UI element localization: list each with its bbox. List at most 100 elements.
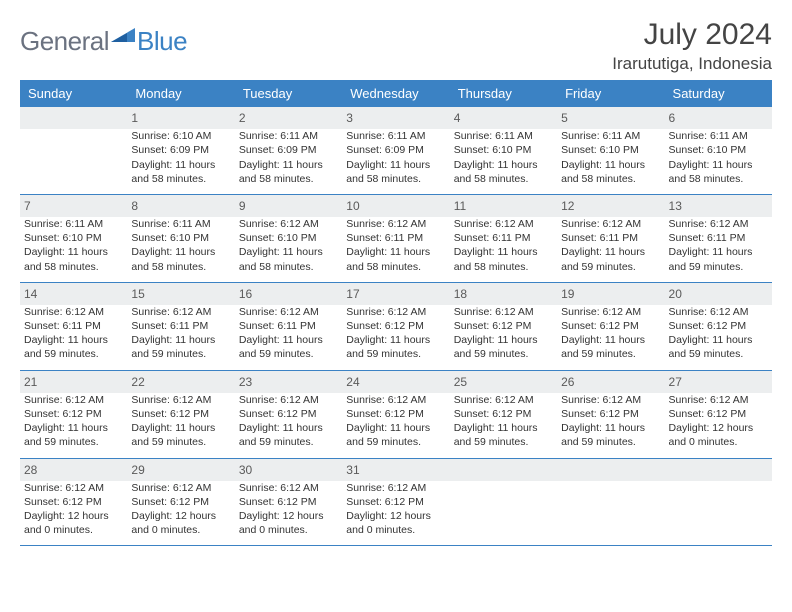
sunrise-text: Sunrise: 6:12 AM: [24, 481, 121, 495]
day-number: 18: [450, 282, 557, 305]
sunset-text: Sunset: 6:10 PM: [669, 143, 766, 157]
day-cell: Sunrise: 6:12 AMSunset: 6:12 PMDaylight:…: [342, 481, 449, 546]
sunset-text: Sunset: 6:12 PM: [669, 407, 766, 421]
daylight2-text: and 59 minutes.: [24, 435, 121, 449]
weekday-header: Monday: [127, 80, 234, 107]
day-number: 5: [557, 107, 664, 129]
sunrise-text: Sunrise: 6:12 AM: [239, 305, 336, 319]
day-number: 19: [557, 282, 664, 305]
day-cell: Sunrise: 6:11 AMSunset: 6:10 PMDaylight:…: [127, 217, 234, 282]
daylight1-text: Daylight: 11 hours: [561, 421, 658, 435]
sunrise-text: Sunrise: 6:11 AM: [561, 129, 658, 143]
daylight2-text: and 58 minutes.: [24, 260, 121, 274]
sunrise-text: Sunrise: 6:10 AM: [131, 129, 228, 143]
day-number: [557, 458, 664, 481]
daylight2-text: and 58 minutes.: [669, 172, 766, 186]
daylight1-text: Daylight: 11 hours: [131, 333, 228, 347]
sunset-text: Sunset: 6:10 PM: [561, 143, 658, 157]
week-row: Sunrise: 6:12 AMSunset: 6:12 PMDaylight:…: [20, 393, 772, 458]
day-number: [665, 458, 772, 481]
sunrise-text: Sunrise: 6:12 AM: [24, 393, 121, 407]
daylight2-text: and 59 minutes.: [561, 260, 658, 274]
sunrise-text: Sunrise: 6:12 AM: [561, 305, 658, 319]
daylight1-text: Daylight: 12 hours: [131, 509, 228, 523]
sunset-text: Sunset: 6:12 PM: [24, 407, 121, 421]
day-cell: Sunrise: 6:11 AMSunset: 6:10 PMDaylight:…: [20, 217, 127, 282]
daylight2-text: and 59 minutes.: [561, 347, 658, 361]
day-number: 12: [557, 194, 664, 217]
day-number: 7: [20, 194, 127, 217]
day-cell: Sunrise: 6:11 AMSunset: 6:10 PMDaylight:…: [665, 129, 772, 194]
sunset-text: Sunset: 6:12 PM: [131, 495, 228, 509]
sunrise-text: Sunrise: 6:12 AM: [346, 481, 443, 495]
sunrise-text: Sunrise: 6:12 AM: [131, 305, 228, 319]
daylight1-text: Daylight: 11 hours: [24, 245, 121, 259]
day-number: 13: [665, 194, 772, 217]
sunset-text: Sunset: 6:11 PM: [346, 231, 443, 245]
sunset-text: Sunset: 6:12 PM: [454, 319, 551, 333]
day-number: 24: [342, 370, 449, 393]
day-cell: Sunrise: 6:12 AMSunset: 6:10 PMDaylight:…: [235, 217, 342, 282]
day-number: 23: [235, 370, 342, 393]
day-number: 8: [127, 194, 234, 217]
daylight1-text: Daylight: 11 hours: [454, 158, 551, 172]
day-cell: Sunrise: 6:12 AMSunset: 6:12 PMDaylight:…: [450, 393, 557, 458]
daylight2-text: and 59 minutes.: [561, 435, 658, 449]
daylight2-text: and 0 minutes.: [239, 523, 336, 537]
day-cell: Sunrise: 6:12 AMSunset: 6:11 PMDaylight:…: [450, 217, 557, 282]
daylight2-text: and 58 minutes.: [131, 260, 228, 274]
sunrise-text: Sunrise: 6:11 AM: [454, 129, 551, 143]
day-cell: Sunrise: 6:12 AMSunset: 6:11 PMDaylight:…: [557, 217, 664, 282]
day-number: 14: [20, 282, 127, 305]
sunrise-text: Sunrise: 6:12 AM: [346, 305, 443, 319]
day-number: 1: [127, 107, 234, 129]
logo-word-blue: Blue: [137, 26, 187, 57]
day-cell: Sunrise: 6:12 AMSunset: 6:11 PMDaylight:…: [127, 305, 234, 370]
sunset-text: Sunset: 6:11 PM: [239, 319, 336, 333]
sunrise-text: Sunrise: 6:12 AM: [24, 305, 121, 319]
header: General Blue July 2024 Irarututiga, Indo…: [20, 18, 772, 74]
day-number: 2: [235, 107, 342, 129]
daylight1-text: Daylight: 11 hours: [454, 421, 551, 435]
daylight2-text: and 59 minutes.: [669, 260, 766, 274]
sunset-text: Sunset: 6:11 PM: [131, 319, 228, 333]
daylight2-text: and 58 minutes.: [346, 172, 443, 186]
daylight2-text: and 59 minutes.: [346, 435, 443, 449]
day-number: 17: [342, 282, 449, 305]
sunset-text: Sunset: 6:12 PM: [669, 319, 766, 333]
day-cell: Sunrise: 6:12 AMSunset: 6:12 PMDaylight:…: [235, 481, 342, 546]
daylight1-text: Daylight: 12 hours: [24, 509, 121, 523]
sunrise-text: Sunrise: 6:12 AM: [131, 393, 228, 407]
sunrise-text: Sunrise: 6:12 AM: [239, 217, 336, 231]
day-cell: Sunrise: 6:11 AMSunset: 6:09 PMDaylight:…: [235, 129, 342, 194]
day-cell: Sunrise: 6:12 AMSunset: 6:12 PMDaylight:…: [665, 305, 772, 370]
logo-mark-icon: [109, 24, 137, 59]
daylight2-text: and 59 minutes.: [669, 347, 766, 361]
day-number: 26: [557, 370, 664, 393]
daylight2-text: and 59 minutes.: [346, 347, 443, 361]
day-cell: Sunrise: 6:12 AMSunset: 6:12 PMDaylight:…: [127, 481, 234, 546]
sunrise-text: Sunrise: 6:11 AM: [131, 217, 228, 231]
sunset-text: Sunset: 6:12 PM: [346, 407, 443, 421]
daylight1-text: Daylight: 11 hours: [239, 421, 336, 435]
sunset-text: Sunset: 6:10 PM: [454, 143, 551, 157]
daylight2-text: and 59 minutes.: [239, 347, 336, 361]
weekday-header: Friday: [557, 80, 664, 107]
daylight1-text: Daylight: 11 hours: [131, 245, 228, 259]
sunrise-text: Sunrise: 6:11 AM: [346, 129, 443, 143]
day-number: 30: [235, 458, 342, 481]
sunset-text: Sunset: 6:11 PM: [454, 231, 551, 245]
daylight1-text: Daylight: 11 hours: [669, 333, 766, 347]
sunset-text: Sunset: 6:12 PM: [24, 495, 121, 509]
daynum-row: 78910111213: [20, 194, 772, 217]
weekday-header: Sunday: [20, 80, 127, 107]
daylight1-text: Daylight: 11 hours: [239, 158, 336, 172]
day-cell: Sunrise: 6:12 AMSunset: 6:12 PMDaylight:…: [450, 305, 557, 370]
day-cell: Sunrise: 6:12 AMSunset: 6:12 PMDaylight:…: [235, 393, 342, 458]
sunrise-text: Sunrise: 6:12 AM: [346, 393, 443, 407]
day-number: 15: [127, 282, 234, 305]
sunset-text: Sunset: 6:12 PM: [561, 407, 658, 421]
sunset-text: Sunset: 6:11 PM: [561, 231, 658, 245]
daylight1-text: Daylight: 11 hours: [239, 245, 336, 259]
daynum-row: 28293031: [20, 458, 772, 481]
